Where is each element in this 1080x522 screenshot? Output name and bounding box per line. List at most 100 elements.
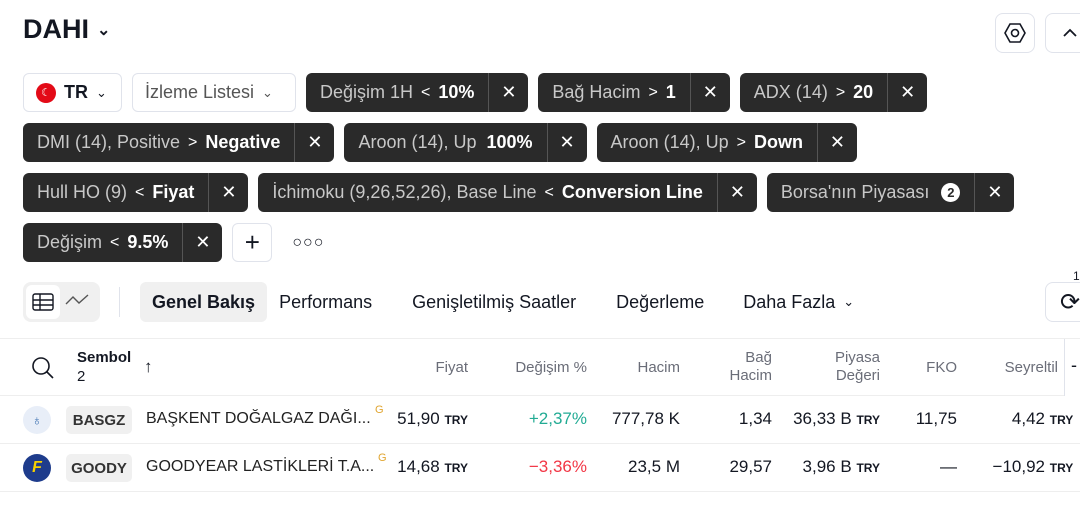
- filter-chip[interactable]: DMI (14), Positive > Negative ✕: [23, 123, 335, 162]
- company-name[interactable]: BAŞKENT DOĞALGAZ DAĞI...: [146, 410, 371, 427]
- company-logo-icon: F: [23, 454, 51, 482]
- remove-filter-icon[interactable]: ✕: [887, 73, 927, 112]
- header-line: Piyasa: [834, 349, 880, 366]
- header-price[interactable]: Fiyat: [435, 359, 468, 376]
- currency: TRY: [856, 413, 880, 427]
- tab-genel-bakis[interactable]: Genel Bakış: [140, 282, 268, 322]
- filter-chip[interactable]: Değişim <9.5% ✕: [23, 223, 223, 262]
- filter-label: Değişim 1H: [320, 82, 414, 102]
- volume-cell: 777,78 K: [611, 409, 680, 428]
- filter-value: 10%: [438, 82, 475, 102]
- market-cap-cell: 3,96 B TRY: [803, 457, 880, 477]
- more-options-icon[interactable]: ○○○: [292, 233, 325, 251]
- filter-value: Down: [753, 132, 803, 152]
- header-volume[interactable]: Hacim: [637, 359, 680, 376]
- filter-chip[interactable]: ADX (14) >20 ✕: [739, 73, 928, 112]
- symbol-count: 2: [77, 368, 86, 385]
- filter-chip[interactable]: Bağ Hacim >1 ✕: [538, 73, 730, 112]
- tab-performans[interactable]: Performans: [279, 291, 373, 312]
- chevron-down-icon: ⌄: [97, 21, 111, 39]
- tab-genisletilmis-saatler[interactable]: Genişletilmiş Saatler: [412, 291, 577, 312]
- pe-cell: —: [940, 457, 957, 476]
- header-market-cap[interactable]: Piyasa Değeri: [835, 349, 880, 385]
- remove-filter-icon[interactable]: ✕: [816, 123, 857, 162]
- table-row[interactable]: ♁ BASGZ BAŞKENT DOĞALGAZ DAĞI... G 51,90 …: [0, 396, 1080, 444]
- market-select[interactable]: ☾ TR ⌄: [23, 73, 122, 112]
- ticker-badge[interactable]: BASGZ: [66, 406, 132, 434]
- tab-daha-fazla[interactable]: Daha Fazla ⌄: [731, 282, 866, 322]
- table-view-icon[interactable]: [26, 285, 60, 319]
- table-row[interactable]: F GOODY GOODYEAR LASTİKLERİ T.A... G 14,6…: [0, 444, 1080, 492]
- column-settings-icon[interactable]: -: [1064, 339, 1080, 396]
- filter-chip[interactable]: Değişim 1H <10% ✕: [306, 73, 529, 112]
- change-cell: −3,36%: [528, 457, 587, 476]
- view-tabs: Genel Bakış Performans Genişletilmiş Saa…: [23, 270, 1080, 322]
- pe-cell: 11,75: [915, 409, 957, 428]
- header-eps[interactable]: Seyreltil: [1004, 359, 1058, 376]
- greater-than-icon: >: [188, 133, 198, 151]
- currency: TRY: [444, 413, 468, 427]
- hexagon-settings-icon: [1004, 23, 1026, 43]
- flag-badge: G: [378, 452, 387, 464]
- remove-filter-icon[interactable]: ✕: [689, 73, 730, 112]
- header-pe[interactable]: FKO: [926, 359, 957, 376]
- company-name[interactable]: GOODYEAR LASTİKLERİ T.A...: [146, 458, 375, 475]
- chevron-up-icon: [1063, 28, 1077, 37]
- greater-than-icon: >: [835, 83, 846, 101]
- add-filter-button[interactable]: +: [232, 223, 273, 262]
- flag-badge: G: [375, 404, 384, 416]
- filter-chip[interactable]: Aroon (14), Up 100% ✕: [344, 123, 587, 162]
- header-line: Hacim: [729, 367, 772, 384]
- filter-value: Fiyat: [152, 182, 195, 202]
- filter-label: DMI (14), Positive: [37, 132, 181, 152]
- currency: TRY: [1049, 461, 1074, 475]
- price-cell: 51,90 TRY: [397, 409, 468, 429]
- refresh-badge: 1: [1073, 269, 1080, 283]
- price-cell: 14,68 TRY: [397, 457, 468, 477]
- price-value: 51,90: [397, 409, 440, 428]
- tab-degerleme[interactable]: Değerleme: [616, 291, 705, 312]
- remove-filter-icon[interactable]: ✕: [716, 173, 757, 212]
- rel-volume-cell: 29,57: [729, 457, 772, 476]
- sort-symbol-header[interactable]: Sembol 2: [77, 348, 131, 386]
- refresh-button[interactable]: ⟳: [1045, 282, 1080, 322]
- remove-filter-icon[interactable]: ✕: [208, 173, 248, 212]
- header-line: Bağ: [745, 349, 772, 366]
- chart-view-icon[interactable]: [64, 291, 92, 314]
- watchlist-select[interactable]: İzleme Listesi ⌄: [132, 73, 296, 112]
- filter-value: Negative: [205, 132, 281, 152]
- symbol-header-label: Sembol: [77, 349, 132, 366]
- eps-cell: −10,92 TRY: [985, 457, 1080, 477]
- filter-label: Hull HO (9): [37, 182, 128, 202]
- filter-label: Aroon (14), Up: [358, 132, 477, 152]
- less-than-icon: <: [544, 183, 554, 201]
- remove-filter-icon[interactable]: ✕: [294, 123, 334, 162]
- filter-label: Bağ Hacim: [552, 82, 641, 102]
- screen-title-dropdown[interactable]: DAHI ⌄: [23, 14, 110, 45]
- view-toggle[interactable]: [23, 282, 100, 322]
- search-icon[interactable]: [31, 356, 55, 380]
- filter-chip[interactable]: Hull HO (9) < Fiyat ✕: [23, 173, 249, 212]
- remove-filter-icon[interactable]: ✕: [974, 173, 1014, 212]
- remove-filter-icon[interactable]: ✕: [546, 123, 587, 162]
- collapse-button[interactable]: [1045, 13, 1080, 53]
- header-rel-volume[interactable]: Bağ Hacim: [729, 349, 772, 385]
- filter-chip[interactable]: Aroon (14), Up > Down ✕: [596, 123, 857, 162]
- remove-filter-icon[interactable]: ✕: [488, 73, 528, 112]
- market-cap-value: 36,33 B: [793, 409, 852, 428]
- filter-label: ADX (14): [753, 82, 828, 102]
- filter-chip[interactable]: Borsa'nın Piyasası 2 ✕: [766, 173, 1015, 212]
- filter-chip[interactable]: İchimoku (9,26,52,26), Base Line < Convers…: [258, 173, 757, 212]
- market-cap-value: 3,96 B: [802, 457, 852, 476]
- market-label: TR: [64, 82, 88, 102]
- ticker-badge[interactable]: GOODY: [66, 454, 132, 482]
- greater-than-icon: >: [736, 133, 746, 151]
- header-change[interactable]: Değişim %: [515, 359, 587, 376]
- filter-value: 1: [665, 82, 676, 102]
- settings-button[interactable]: [995, 13, 1035, 53]
- header-line: Değeri: [835, 367, 880, 384]
- table-header: Sembol 2 ↑ Fiyat Değişim % Hacim Bağ Hacim…: [0, 338, 1080, 396]
- chevron-down-icon: ⌄: [96, 84, 107, 100]
- change-cell: +2,37%: [528, 409, 587, 428]
- remove-filter-icon[interactable]: ✕: [182, 223, 222, 262]
